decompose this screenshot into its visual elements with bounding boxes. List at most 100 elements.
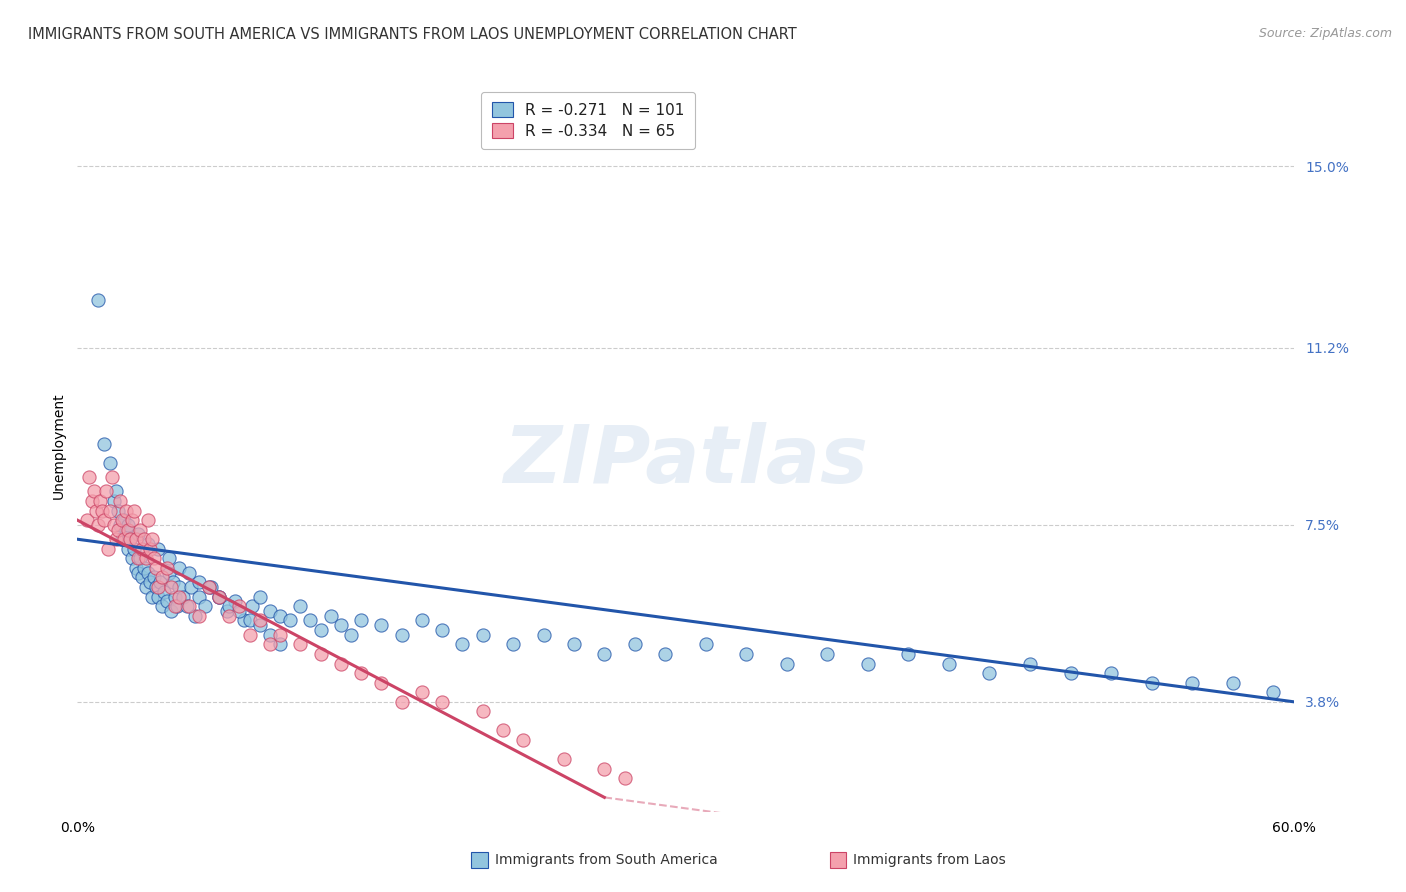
Point bbox=[228, 604, 250, 618]
Point bbox=[121, 513, 143, 527]
Point bbox=[136, 566, 159, 580]
Point bbox=[117, 541, 139, 556]
Point bbox=[562, 637, 585, 651]
Point bbox=[815, 647, 838, 661]
Point bbox=[76, 513, 98, 527]
Point bbox=[104, 533, 127, 547]
Point bbox=[200, 580, 222, 594]
Text: Source: ZipAtlas.com: Source: ZipAtlas.com bbox=[1258, 27, 1392, 40]
Point bbox=[1140, 675, 1163, 690]
Point bbox=[111, 513, 134, 527]
Point bbox=[350, 614, 373, 628]
Point bbox=[166, 599, 188, 614]
Point bbox=[122, 541, 145, 556]
Point bbox=[492, 723, 515, 738]
Point bbox=[430, 695, 453, 709]
Point bbox=[240, 599, 263, 614]
Point bbox=[163, 599, 186, 614]
Point bbox=[184, 608, 207, 623]
Point bbox=[259, 637, 281, 651]
Point bbox=[108, 517, 131, 532]
Point bbox=[167, 590, 190, 604]
Point bbox=[98, 503, 121, 517]
Point bbox=[115, 523, 138, 537]
Point bbox=[157, 551, 180, 566]
Point bbox=[167, 561, 190, 575]
Point bbox=[897, 647, 920, 661]
Point bbox=[131, 570, 153, 584]
Point bbox=[309, 623, 332, 637]
Point bbox=[129, 551, 152, 566]
Point bbox=[163, 590, 186, 604]
Point bbox=[593, 762, 616, 776]
Point bbox=[269, 628, 291, 642]
Point bbox=[735, 647, 758, 661]
Point bbox=[553, 752, 575, 766]
Point bbox=[141, 590, 163, 604]
Point bbox=[84, 503, 107, 517]
Point bbox=[228, 599, 250, 614]
Point bbox=[278, 614, 301, 628]
Point bbox=[148, 580, 170, 594]
Text: Immigrants from Laos: Immigrants from Laos bbox=[853, 853, 1007, 867]
Point bbox=[103, 494, 125, 508]
Point bbox=[145, 561, 167, 575]
Point bbox=[329, 657, 352, 671]
Point bbox=[86, 293, 108, 308]
Point bbox=[979, 666, 1001, 681]
Point bbox=[118, 533, 141, 547]
Point bbox=[176, 599, 198, 614]
Point bbox=[776, 657, 799, 671]
Point bbox=[194, 599, 217, 614]
Point bbox=[89, 494, 111, 508]
Point bbox=[157, 566, 180, 580]
Legend: R = -0.271   N = 101, R = -0.334   N = 65: R = -0.271 N = 101, R = -0.334 N = 65 bbox=[481, 92, 696, 149]
Point bbox=[97, 541, 120, 556]
Text: Immigrants from South America: Immigrants from South America bbox=[495, 853, 717, 867]
Point bbox=[198, 580, 221, 594]
Point bbox=[613, 771, 636, 785]
Point bbox=[512, 733, 534, 747]
Point bbox=[290, 599, 312, 614]
Point bbox=[159, 580, 181, 594]
Point bbox=[451, 637, 474, 651]
Point bbox=[152, 570, 174, 584]
Point bbox=[269, 637, 291, 651]
Point bbox=[654, 647, 676, 661]
Point bbox=[249, 618, 271, 632]
Point bbox=[155, 561, 177, 575]
Point bbox=[208, 590, 231, 604]
Point bbox=[391, 628, 413, 642]
Point bbox=[249, 590, 271, 604]
Point bbox=[148, 590, 170, 604]
Point bbox=[269, 608, 291, 623]
Point bbox=[239, 614, 262, 628]
Point bbox=[90, 503, 112, 517]
Point bbox=[104, 484, 127, 499]
Point bbox=[112, 533, 135, 547]
Point bbox=[93, 436, 115, 450]
Point bbox=[198, 580, 221, 594]
Point bbox=[309, 647, 332, 661]
Point bbox=[224, 594, 246, 608]
Point bbox=[108, 494, 131, 508]
Point bbox=[117, 517, 139, 532]
Point bbox=[1019, 657, 1042, 671]
Point bbox=[217, 604, 239, 618]
Point bbox=[411, 614, 433, 628]
Point bbox=[143, 551, 166, 566]
Point bbox=[430, 623, 453, 637]
Point bbox=[1099, 666, 1122, 681]
Point bbox=[938, 657, 960, 671]
Point bbox=[127, 551, 149, 566]
Point bbox=[115, 503, 138, 517]
Point bbox=[299, 614, 322, 628]
Point bbox=[107, 523, 129, 537]
Point bbox=[129, 523, 152, 537]
Point bbox=[136, 537, 159, 551]
Point bbox=[172, 590, 194, 604]
Text: IMMIGRANTS FROM SOUTH AMERICA VS IMMIGRANTS FROM LAOS UNEMPLOYMENT CORRELATION C: IMMIGRANTS FROM SOUTH AMERICA VS IMMIGRA… bbox=[28, 27, 797, 42]
Point bbox=[145, 580, 167, 594]
Point bbox=[134, 561, 156, 575]
Point bbox=[188, 608, 211, 623]
